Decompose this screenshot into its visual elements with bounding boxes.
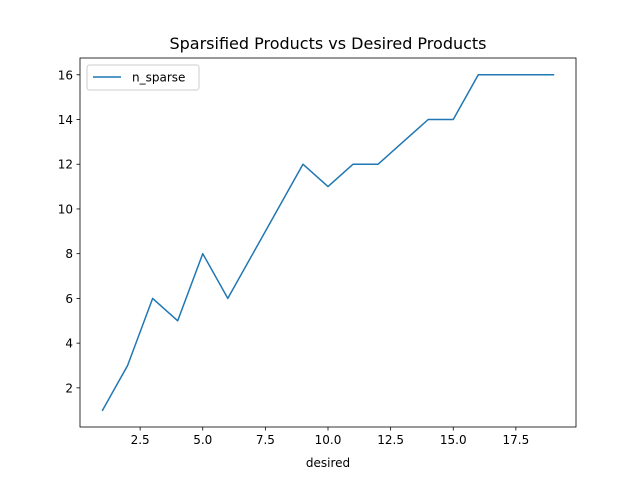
x-tick-label: 2.5 xyxy=(131,433,150,447)
y-tick-label: 12 xyxy=(58,158,73,172)
x-axis-label: desired xyxy=(306,456,350,470)
y-tick-label: 2 xyxy=(65,381,73,395)
series-line-n_sparse xyxy=(101,74,555,412)
x-tick-label: 5.0 xyxy=(193,433,212,447)
chart-title: Sparsified Products vs Desired Products xyxy=(169,34,486,53)
y-axis-ticks: 2 4 6 8 10 12 14 16 xyxy=(58,68,80,395)
plot-area xyxy=(79,57,577,428)
legend-label: n_sparse xyxy=(132,71,185,85)
x-tick-label: 15.0 xyxy=(440,433,467,447)
y-tick-label: 14 xyxy=(58,113,73,127)
y-tick-label: 8 xyxy=(65,247,73,261)
y-tick-label: 6 xyxy=(65,292,73,306)
y-tick-label: 4 xyxy=(65,337,73,351)
x-tick-label: 10.0 xyxy=(315,433,342,447)
y-tick-label: 10 xyxy=(58,202,73,216)
y-tick-label: 16 xyxy=(58,68,73,82)
x-tick-label: 7.5 xyxy=(256,433,275,447)
plot-frame xyxy=(79,57,577,428)
x-tick-label: 17.5 xyxy=(503,433,530,447)
legend-box xyxy=(86,64,200,91)
x-axis-ticks: 2.5 5.0 7.5 10.0 12.5 15.0 17.5 xyxy=(131,427,530,447)
legend: n_sparse xyxy=(86,64,200,91)
x-tick-label: 12.5 xyxy=(377,433,404,447)
